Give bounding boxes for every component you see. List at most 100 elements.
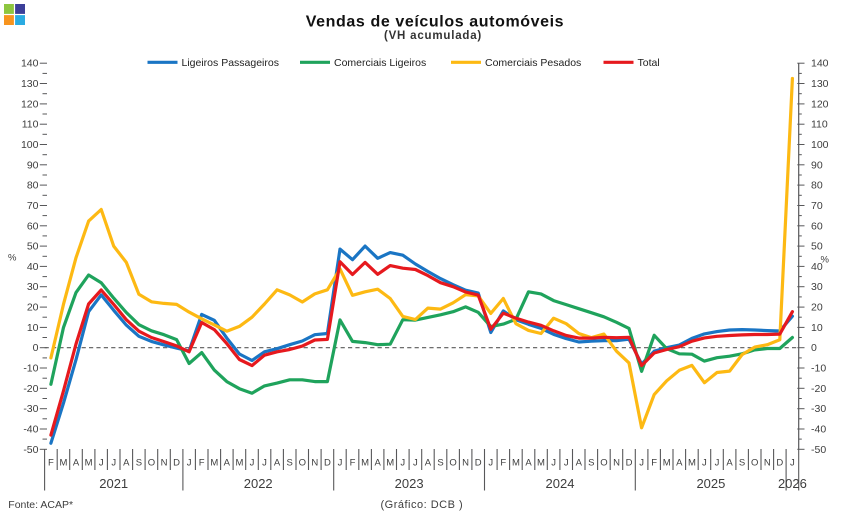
svg-text:F: F [48, 457, 54, 468]
svg-text:D: D [776, 457, 783, 468]
svg-text:2021: 2021 [99, 476, 128, 491]
svg-text:M: M [361, 457, 369, 468]
svg-text:100: 100 [811, 139, 829, 151]
svg-text:130: 130 [811, 78, 829, 90]
svg-text:100: 100 [21, 139, 39, 151]
svg-text:60: 60 [27, 220, 39, 232]
svg-text:S: S [588, 457, 594, 468]
svg-text:Vendas de veículos automóveis: Vendas de veículos automóveis [306, 14, 564, 31]
svg-text:J: J [488, 457, 493, 468]
svg-text:20: 20 [27, 302, 39, 314]
svg-text:J: J [400, 457, 405, 468]
svg-text:D: D [626, 457, 633, 468]
svg-text:M: M [210, 457, 218, 468]
svg-text:A: A [525, 457, 532, 468]
svg-text:M: M [663, 457, 671, 468]
svg-text:S: S [287, 457, 293, 468]
svg-text:2025: 2025 [696, 476, 725, 491]
svg-text:J: J [187, 457, 192, 468]
svg-text:N: N [161, 457, 168, 468]
svg-text:A: A [726, 457, 733, 468]
svg-text:90: 90 [27, 159, 39, 171]
svg-text:30: 30 [27, 281, 39, 293]
svg-text:10: 10 [27, 322, 39, 334]
svg-text:A: A [375, 457, 382, 468]
svg-text:110: 110 [811, 119, 828, 131]
svg-text:A: A [274, 457, 281, 468]
svg-text:A: A [123, 457, 130, 468]
svg-text:130: 130 [21, 78, 39, 90]
svg-text:140: 140 [811, 58, 829, 70]
svg-text:Fonte: ACAP*: Fonte: ACAP* [8, 499, 73, 511]
svg-text:F: F [651, 457, 657, 468]
svg-text:S: S [136, 457, 142, 468]
svg-text:-40: -40 [811, 424, 826, 436]
svg-text:N: N [311, 457, 318, 468]
svg-text:O: O [600, 457, 607, 468]
svg-text:F: F [500, 457, 506, 468]
svg-text:%: % [821, 255, 830, 266]
svg-text:-10: -10 [23, 363, 38, 375]
svg-text:140: 140 [21, 58, 39, 70]
svg-text:O: O [299, 457, 306, 468]
svg-text:70: 70 [27, 200, 39, 212]
svg-text:-20: -20 [23, 383, 38, 395]
svg-text:-30: -30 [811, 403, 826, 415]
svg-text:50: 50 [27, 241, 39, 253]
svg-text:50: 50 [811, 241, 823, 253]
svg-text:O: O [751, 457, 758, 468]
svg-text:Comerciais Pesados: Comerciais Pesados [485, 57, 581, 69]
svg-text:J: J [702, 457, 707, 468]
svg-text:110: 110 [22, 119, 39, 131]
svg-text:F: F [350, 457, 356, 468]
svg-text:80: 80 [27, 180, 39, 192]
svg-text:40: 40 [27, 261, 39, 273]
svg-text:M: M [235, 457, 243, 468]
svg-text:80: 80 [811, 180, 823, 192]
svg-text:N: N [462, 457, 469, 468]
svg-text:O: O [148, 457, 155, 468]
svg-text:J: J [111, 457, 116, 468]
svg-text:10: 10 [811, 322, 823, 334]
svg-text:O: O [449, 457, 456, 468]
svg-text:(Gráfico: DCB ): (Gráfico: DCB ) [381, 499, 464, 511]
svg-text:J: J [790, 457, 795, 468]
svg-text:2023: 2023 [395, 476, 424, 491]
svg-text:N: N [613, 457, 620, 468]
svg-text:20: 20 [811, 302, 823, 314]
svg-text:-40: -40 [23, 424, 38, 436]
svg-text:D: D [324, 457, 331, 468]
svg-text:-10: -10 [811, 363, 826, 375]
svg-text:0: 0 [811, 342, 817, 354]
svg-text:-30: -30 [23, 403, 38, 415]
svg-text:Total: Total [638, 57, 660, 69]
svg-text:Ligeiros Passageiros: Ligeiros Passageiros [182, 57, 279, 69]
svg-text:A: A [425, 457, 432, 468]
svg-text:A: A [224, 457, 231, 468]
svg-text:60: 60 [811, 220, 823, 232]
svg-text:M: M [537, 457, 545, 468]
svg-text:-50: -50 [23, 444, 38, 456]
svg-text:M: M [688, 457, 696, 468]
svg-text:A: A [676, 457, 683, 468]
svg-text:J: J [551, 457, 556, 468]
svg-text:J: J [99, 457, 104, 468]
svg-text:J: J [639, 457, 644, 468]
svg-text:A: A [576, 457, 583, 468]
svg-text:-50: -50 [811, 444, 826, 456]
svg-text:M: M [60, 457, 68, 468]
svg-text:J: J [338, 457, 343, 468]
svg-text:2024: 2024 [546, 476, 575, 491]
svg-text:N: N [764, 457, 771, 468]
svg-text:120: 120 [21, 98, 39, 110]
svg-text:J: J [262, 457, 267, 468]
svg-text:M: M [512, 457, 520, 468]
svg-text:40: 40 [811, 261, 823, 273]
svg-text:Comerciais Ligeiros: Comerciais Ligeiros [334, 57, 426, 69]
svg-text:-20: -20 [811, 383, 826, 395]
svg-text:F: F [199, 457, 205, 468]
svg-text:30: 30 [811, 281, 823, 293]
svg-text:%: % [8, 253, 17, 264]
svg-text:M: M [85, 457, 93, 468]
svg-text:J: J [250, 457, 255, 468]
